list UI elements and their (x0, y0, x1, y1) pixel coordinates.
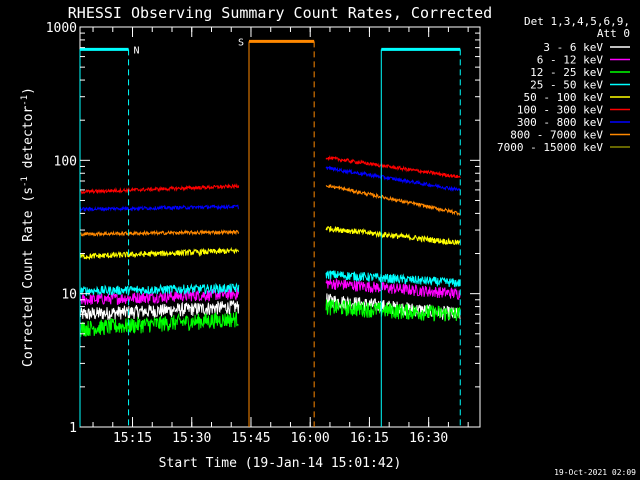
series-layer (79, 155, 461, 338)
series-line (79, 246, 240, 261)
x-tick-label: 16:30 (409, 431, 448, 446)
footer-date: 19-Oct-2021 02:09 (554, 468, 636, 477)
legend-label: 3 - 6 keV (543, 41, 603, 54)
y-tick-label: 1 (69, 421, 77, 436)
annotation-layer: NS (79, 37, 461, 427)
x-tick-label: 16:15 (350, 431, 389, 446)
y-axis-label-end: ) (21, 87, 36, 95)
x-tick-label: 15:30 (172, 431, 211, 446)
series-line (79, 183, 240, 195)
y-tick-label: 10 (61, 288, 77, 303)
plot-area: NS 15:15 15:30 15:45 16:00 16:15 16:301101001… (46, 21, 481, 446)
legend-label: 7000 - 15000 keV (497, 141, 603, 154)
tick-layer: 15:15 15:30 15:45 16:00 16:15 16:30 1 10 100 1000 (46, 21, 480, 446)
series-line (325, 225, 461, 246)
series-line (79, 229, 240, 237)
legend-label: 800 - 7000 keV (510, 129, 603, 142)
y-axis-label-mid: detector (21, 106, 36, 177)
series-line (325, 270, 461, 288)
x-tick-label: 16:00 (291, 431, 330, 446)
series-line (325, 299, 461, 322)
annotation-label: S (238, 37, 244, 48)
series-line (79, 300, 240, 321)
x-axis-label: Start Time (19-Jan-14 15:01:42) (159, 456, 402, 471)
chart-title: RHESSI Observing Summary Count Rates, Co… (68, 4, 492, 22)
legend-header-1: Det 1,3,4,5,6,9, (524, 15, 630, 28)
x-tick-label: 15:45 (231, 431, 270, 446)
y-axis-label-sup2: -1 (20, 95, 30, 106)
series-line (79, 282, 240, 297)
legend-label: 300 - 800 keV (517, 116, 603, 129)
series-line (325, 277, 461, 301)
series-line (79, 204, 240, 213)
legend-header-2: Att 0 (597, 27, 630, 40)
x-tick-label: 15:15 (113, 431, 152, 446)
legend-label: 50 - 100 keV (524, 91, 604, 104)
series-line (325, 165, 461, 192)
legend-label: 100 - 300 keV (517, 104, 603, 117)
y-tick-label: 1000 (46, 21, 77, 36)
y-tick-label: 100 (54, 154, 77, 169)
annotation-label: N (134, 45, 140, 56)
y-axis-label-main: Corrected Count Rate (s (21, 187, 36, 367)
legend-label: 12 - 25 keV (530, 66, 603, 79)
y-axis-label-sup1: -1 (20, 176, 30, 187)
legend-label: 6 - 12 keV (537, 54, 604, 67)
y-axis-label: Corrected Count Rate (s-1 detector-1) (20, 87, 36, 367)
series-line (325, 184, 461, 217)
series-line (325, 155, 461, 179)
series-line (79, 311, 239, 338)
legend-label: 25 - 50 keV (530, 79, 603, 92)
